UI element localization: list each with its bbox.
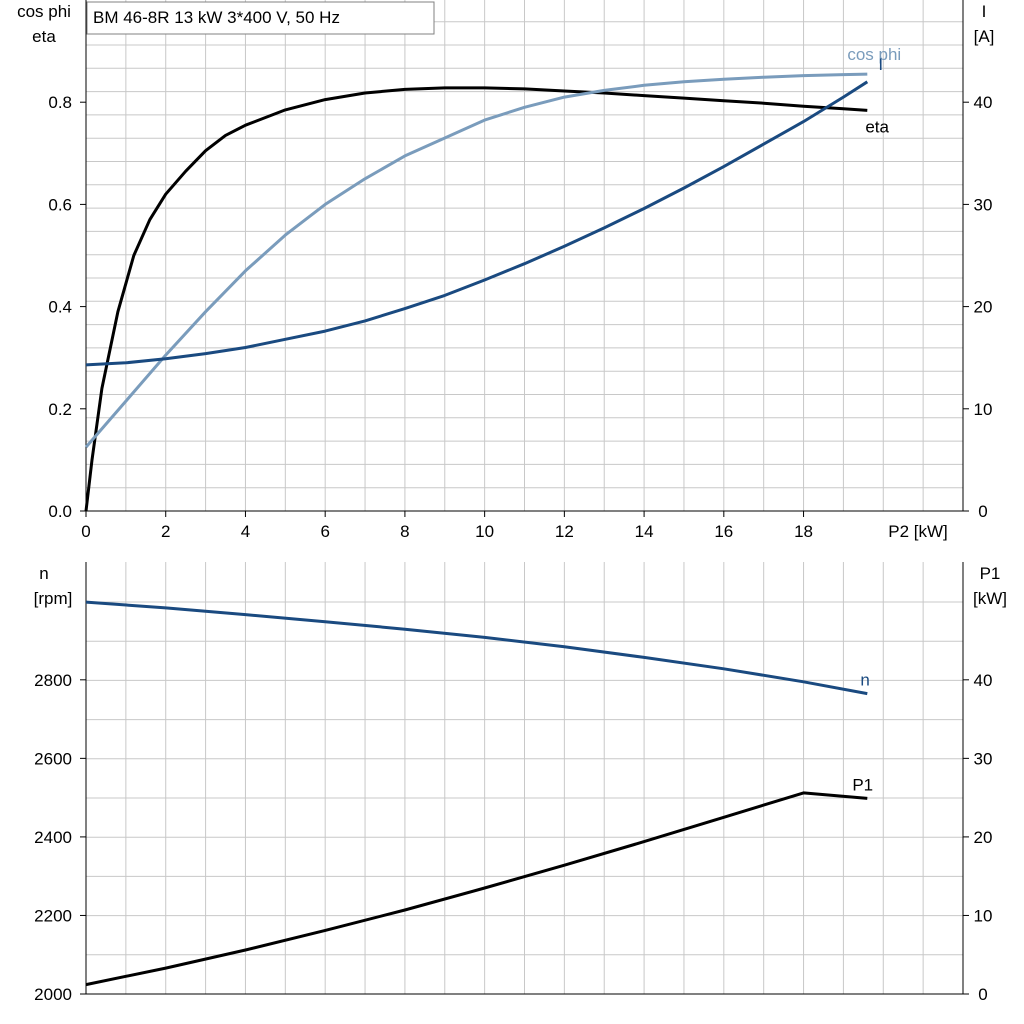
x-tick-label: 12 <box>555 522 574 541</box>
right-axis-label: [A] <box>974 27 995 46</box>
right-tick-label: 40 <box>974 671 993 690</box>
right-axis-label: I <box>982 2 987 21</box>
x-tick-label: 18 <box>794 522 813 541</box>
series-label-i: I <box>878 55 883 74</box>
bottom-panel-speed-power: 2000 2200 2400 2600 2800 0 10 20 30 40 n [rpm] P1 [kW… <box>34 562 1007 1004</box>
chart-title-box: BM 46-8R 13 kW 3*400 V, 50 Hz <box>86 1 435 35</box>
series-line-p1 <box>85 791 868 987</box>
right-axis-label: [kW] <box>973 589 1007 608</box>
right-tick-label: 10 <box>974 400 993 419</box>
series-line-i <box>85 80 869 367</box>
x-tick-label: 6 <box>320 522 329 541</box>
x-axis-label: P2 [kW] <box>888 522 948 541</box>
right-tick-label: 20 <box>974 828 993 847</box>
x-tick-label: 10 <box>475 522 494 541</box>
left-tick-label: 2000 <box>34 985 72 1004</box>
left-tick-label: 0.0 <box>48 502 72 521</box>
top-panel-cosphi-eta-current: 0.0 0.2 0.4 0.6 0.8 0 10 20 30 40 0 2 4 6 8 10 12 14 16 18 P… <box>17 0 994 541</box>
x-tick-label: 14 <box>635 522 654 541</box>
left-tick-label: 0.6 <box>48 195 72 214</box>
right-tick-label: 0 <box>978 502 987 521</box>
left-tick-label: 0.2 <box>48 400 72 419</box>
series-line-cos-phi <box>84 72 868 449</box>
series-label-eta: eta <box>865 117 889 136</box>
x-tick-label: 16 <box>714 522 733 541</box>
title-frame <box>86 1 435 35</box>
left-axis-label: [rpm] <box>34 589 73 608</box>
series-line-eta <box>84 86 868 512</box>
series-label-n: n <box>860 671 869 690</box>
left-tick-label: 2800 <box>34 671 72 690</box>
left-axis-label: n <box>39 564 48 583</box>
series-line-n <box>85 600 868 696</box>
left-axis-label: eta <box>32 27 56 46</box>
left-tick-label: 2400 <box>34 828 72 847</box>
left-axis-label: cos phi <box>17 2 71 21</box>
left-tick-label: 2600 <box>34 749 72 768</box>
x-tick-label: 8 <box>400 522 409 541</box>
right-tick-label: 30 <box>974 749 993 768</box>
left-tick-label: 0.8 <box>48 93 72 112</box>
right-tick-label: 0 <box>978 985 987 1004</box>
x-tick-label: 0 <box>81 522 90 541</box>
left-tick-label: 2200 <box>34 906 72 925</box>
series-label-cos-phi: cos phi <box>847 45 901 64</box>
right-tick-label: 20 <box>974 298 993 317</box>
right-axis-label: P1 <box>980 564 1001 583</box>
series-label-p1: P1 <box>852 775 873 794</box>
right-tick-label: 40 <box>974 93 993 112</box>
right-tick-label: 10 <box>974 906 993 925</box>
x-tick-label: 2 <box>161 522 170 541</box>
chart-title: BM 46-8R 13 kW 3*400 V, 50 Hz <box>93 8 340 27</box>
left-tick-label: 0.4 <box>48 298 72 317</box>
x-tick-label: 4 <box>241 522 250 541</box>
right-tick-label: 30 <box>974 195 993 214</box>
